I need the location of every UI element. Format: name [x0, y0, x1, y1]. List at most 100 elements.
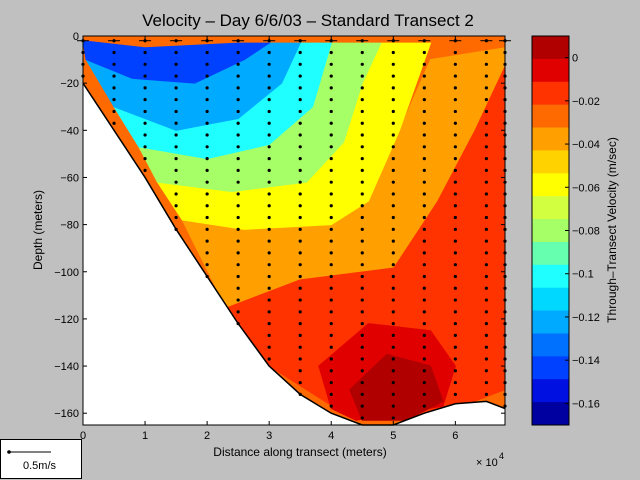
sample-point — [422, 192, 426, 196]
colorbar-swatch — [532, 104, 569, 129]
sample-point — [298, 345, 302, 349]
scale-label: 0.5m/s — [23, 460, 57, 472]
sample-point — [236, 62, 240, 66]
sample-point — [422, 251, 426, 255]
sample-point — [360, 109, 364, 114]
sample-point — [329, 86, 333, 90]
sample-point — [205, 168, 209, 172]
sample-point — [267, 263, 271, 267]
sample-point — [391, 239, 395, 243]
sample-point — [391, 310, 395, 314]
sample-point — [484, 345, 488, 349]
sample-point — [329, 286, 333, 290]
sample-point — [236, 286, 240, 290]
sample-point — [422, 121, 426, 125]
sample-point — [360, 121, 364, 125]
sample-point — [453, 86, 457, 90]
sample-point — [329, 227, 333, 231]
sample-point — [143, 74, 147, 78]
sample-point — [267, 204, 271, 208]
colorbar-swatch — [532, 36, 569, 60]
sample-point — [422, 145, 426, 149]
sample-point — [422, 286, 426, 290]
sample-point — [298, 263, 302, 267]
y-tick-label: −100 — [54, 267, 79, 279]
sample-point — [236, 109, 240, 114]
sample-point — [267, 298, 271, 302]
sample-point — [329, 263, 333, 267]
colorbar-tick-label: −0.06 — [572, 182, 600, 194]
sample-point — [174, 156, 178, 161]
sample-point — [174, 50, 178, 55]
sample-point — [360, 404, 364, 408]
sample-point — [236, 168, 240, 172]
sample-point — [329, 357, 333, 361]
sample-point — [484, 98, 488, 102]
sample-point — [236, 133, 240, 137]
sample-point — [329, 168, 333, 172]
sample-point — [267, 345, 271, 349]
sample-point — [267, 121, 271, 125]
sample-point — [453, 239, 457, 243]
colorbar-swatch — [532, 81, 569, 106]
sample-point — [174, 204, 178, 208]
sample-point — [453, 62, 457, 66]
sample-point — [360, 392, 364, 396]
sample-point — [143, 86, 147, 90]
sample-point — [205, 109, 209, 114]
sample-point — [267, 145, 271, 149]
x-tick-label: 1 — [142, 430, 148, 442]
sample-point — [484, 274, 488, 279]
sample-point — [360, 322, 364, 326]
sample-point — [298, 239, 302, 243]
sample-point — [484, 227, 488, 231]
sample-point — [112, 121, 116, 125]
sample-point — [267, 286, 271, 290]
sample-point — [453, 274, 457, 279]
sample-point — [453, 156, 457, 161]
sample-point — [236, 145, 240, 149]
sample-point — [360, 133, 364, 137]
sample-point — [391, 86, 395, 90]
sample-point — [267, 227, 271, 231]
sample-point — [298, 357, 302, 361]
colorbar-swatch — [532, 196, 569, 220]
sample-point — [298, 109, 302, 114]
sample-point — [205, 192, 209, 196]
sample-point — [298, 204, 302, 208]
x-tick-label: 0 — [80, 430, 86, 442]
sample-point — [360, 310, 364, 314]
sample-point — [329, 345, 333, 349]
x-scale-exponent: 4 — [499, 451, 504, 461]
sample-point — [391, 416, 395, 420]
sample-point — [391, 204, 395, 208]
velocity-scale-legend: 0.5m/s — [0, 439, 82, 479]
sample-point — [112, 62, 116, 66]
sample-point — [391, 345, 395, 349]
sample-point — [267, 357, 271, 361]
sample-point — [453, 263, 457, 267]
sample-point — [174, 62, 178, 66]
sample-point — [391, 251, 395, 255]
sample-point — [205, 156, 209, 161]
sample-point — [391, 180, 395, 184]
sample-point — [484, 392, 488, 396]
sample-point — [112, 74, 116, 78]
velocity-region — [83, 40, 271, 84]
sample-point — [329, 251, 333, 255]
sample-point — [484, 50, 488, 55]
sample-point — [391, 50, 395, 55]
sample-point — [112, 98, 116, 102]
sample-point — [205, 86, 209, 90]
colorbar-tick-label: 0 — [572, 53, 578, 65]
sample-point — [422, 274, 426, 279]
sample-point — [484, 145, 488, 149]
sample-point — [298, 215, 302, 220]
x-tick-label: 4 — [328, 430, 334, 442]
sample-point — [267, 62, 271, 66]
sample-point — [329, 62, 333, 66]
sample-point — [422, 156, 426, 161]
plot-area: 0 1 2 3 4 5 6 0 −20 −40 −60 −80 −100 −120 −140 −160 — [54, 31, 511, 442]
colorbar-swatch — [532, 219, 569, 243]
